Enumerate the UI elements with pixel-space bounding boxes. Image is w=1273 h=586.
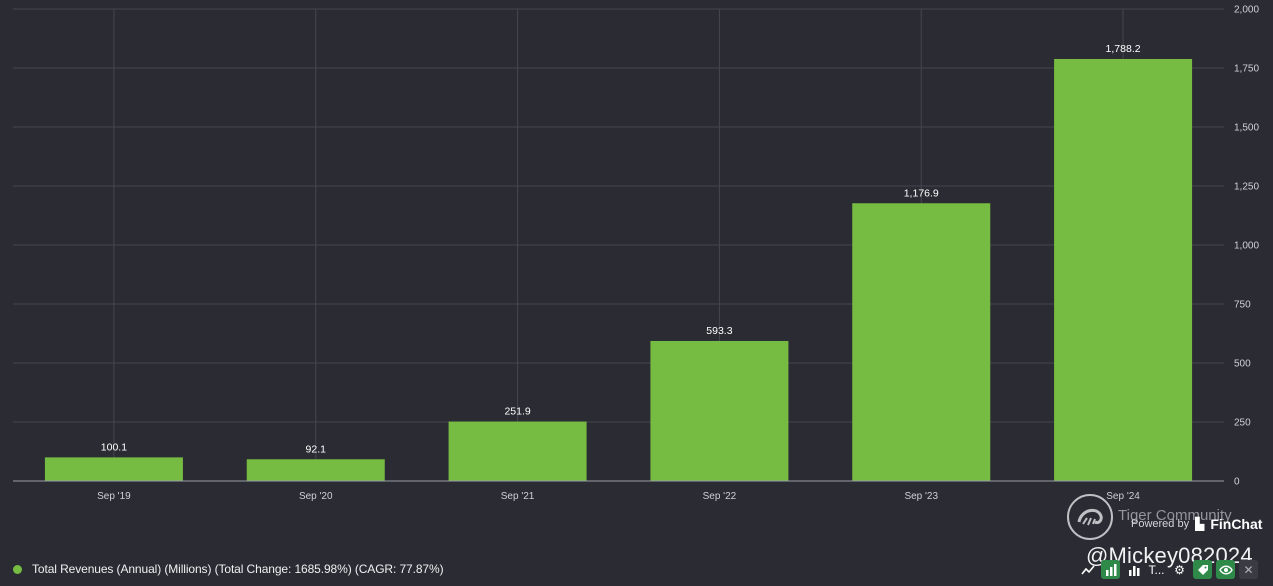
legend-label: Total Revenues (Annual) (Millions) (Tota…	[32, 562, 444, 576]
x-tick-label: Sep '22	[703, 491, 737, 502]
chart-toolbar: T... ⚙ ✕	[1078, 560, 1258, 579]
y-tick-label: 1,750	[1234, 64, 1259, 75]
data-label: 1,788.2	[1106, 43, 1141, 55]
x-tick-label: Sep '23	[904, 491, 938, 502]
trend-line-icon[interactable]	[1078, 560, 1097, 579]
bar[interactable]	[852, 203, 991, 482]
x-tick-label: Sep '24	[1106, 491, 1140, 502]
watermark-community: Tiger Community	[1118, 507, 1232, 524]
y-tick-label: 1,500	[1234, 123, 1259, 134]
data-label: 1,176.9	[904, 187, 939, 199]
eye-icon[interactable]	[1216, 560, 1235, 579]
bar-layer	[44, 58, 1193, 482]
data-label: 593.3	[706, 325, 732, 337]
chart-legend[interactable]: Total Revenues (Annual) (Millions) (Tota…	[13, 562, 444, 576]
data-label: 100.1	[101, 441, 127, 453]
y-axis: 0 250 500 750 1,000 1,250 1,500 1,750 2,000	[1234, 5, 1259, 488]
powered-by: Powered by ▙ FinChat	[1131, 516, 1262, 532]
y-tick-label: 0	[1234, 477, 1240, 488]
gear-icon[interactable]: ⚙	[1174, 562, 1185, 577]
finchat-logo-icon: ▙	[1195, 517, 1205, 531]
brand-name: FinChat	[1210, 516, 1263, 532]
data-label-layer: 100.1 92.1 251.9 593.3 1,176.9 1,788.2	[101, 43, 1141, 455]
y-tick-label: 2,000	[1234, 5, 1259, 16]
bar[interactable]	[448, 421, 587, 481]
x-tick-label: Sep '21	[501, 491, 535, 502]
grid-layer	[13, 8, 1224, 481]
bar[interactable]	[44, 457, 183, 481]
legend-marker	[13, 564, 22, 574]
bar-chart-icon[interactable]	[1101, 560, 1120, 579]
text-icon[interactable]: T...	[1148, 562, 1165, 577]
y-tick-label: 750	[1234, 300, 1251, 311]
data-label: 251.9	[504, 406, 530, 418]
x-tick-label: Sep '19	[97, 491, 131, 502]
data-label: 92.1	[306, 443, 327, 455]
y-tick-label: 1,000	[1234, 241, 1259, 252]
bar[interactable]	[246, 459, 385, 481]
x-axis: Sep '19 Sep '20 Sep '21 Sep '22 Sep '23 Sep '…	[13, 480, 1224, 502]
bar[interactable]	[650, 340, 789, 481]
tag-icon[interactable]	[1193, 560, 1212, 579]
y-tick-label: 250	[1234, 418, 1251, 429]
tiger-logo-icon	[1067, 494, 1113, 540]
bar-chart-outline-icon[interactable]	[1124, 560, 1143, 579]
x-tick-label: Sep '20	[299, 491, 333, 502]
powered-by-text: Powered by	[1131, 518, 1190, 530]
y-tick-label: 500	[1234, 359, 1251, 370]
y-tick-label: 1,250	[1234, 182, 1259, 193]
close-icon[interactable]: ✕	[1239, 560, 1258, 579]
bar[interactable]	[1054, 58, 1193, 481]
